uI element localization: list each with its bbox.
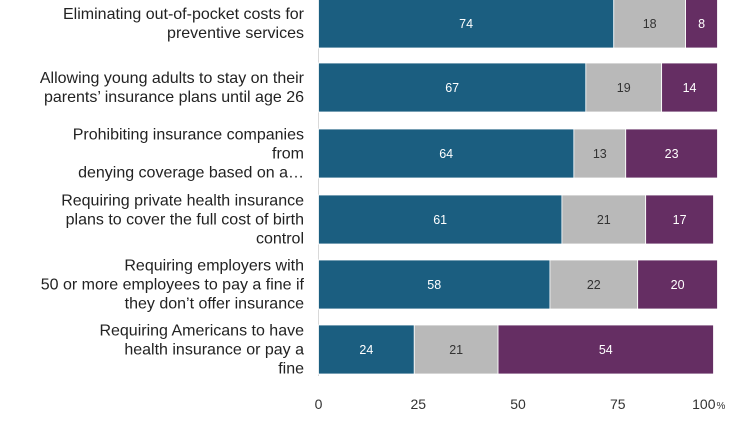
data-label: 24 xyxy=(359,343,373,357)
bar-segment xyxy=(625,128,718,179)
data-label: 13 xyxy=(593,147,607,161)
category-label-line: Eliminating out-of-pocket costs for xyxy=(63,6,305,23)
x-unit-label: % xyxy=(717,401,726,412)
bar-segment xyxy=(549,259,639,310)
category-label: Eliminating out-of-pocket costs for preve… xyxy=(63,6,305,42)
data-label: 22 xyxy=(587,278,601,292)
data-label: 23 xyxy=(665,147,679,161)
category-label-line: preventive services xyxy=(167,25,304,42)
category-label-line: fine xyxy=(278,361,304,378)
data-label: 74 xyxy=(459,17,473,31)
x-tick-label: 75 xyxy=(610,396,626,412)
bar-segment xyxy=(645,194,714,245)
category-label-line: Requiring Americans to have xyxy=(99,323,304,340)
category-label-line: denying coverage based on a… xyxy=(78,165,304,182)
data-label: 61 xyxy=(433,213,447,227)
category-label: Allowing young adults to stay on their pa… xyxy=(40,70,305,106)
data-label: 14 xyxy=(683,81,697,95)
category-label-line: Requiring employers with xyxy=(124,258,304,275)
category-label-line: Allowing young adults to stay on their xyxy=(40,70,305,87)
data-label: 19 xyxy=(617,81,631,95)
category-label-line: parents’ insurance plans until age 26 xyxy=(44,89,304,106)
category-label-line: plans to cover the full cost of birth xyxy=(66,212,304,229)
data-label: 17 xyxy=(673,213,687,227)
category-label-line: they don’t offer insurance xyxy=(125,296,304,313)
bar-segment xyxy=(685,0,718,49)
bar-segment xyxy=(637,259,718,310)
data-label: 58 xyxy=(427,278,441,292)
data-label: 21 xyxy=(449,343,463,357)
data-label: 67 xyxy=(445,81,459,95)
bar-segment xyxy=(318,194,563,245)
x-tick-label: 100 xyxy=(692,396,716,412)
category-label: Requiring employers with 50 or more emplo… xyxy=(41,258,305,313)
category-label-line: 50 or more employees to pay a fine if xyxy=(41,277,305,294)
category-label-line: health insurance or pay a xyxy=(124,342,304,359)
bar-segment xyxy=(661,62,718,113)
category-label: Requiring Americans to have health insura… xyxy=(99,323,304,378)
category-label-line: Prohibiting insurance companies xyxy=(73,127,304,144)
data-label: 21 xyxy=(597,213,611,227)
bar-segment xyxy=(497,324,714,375)
bar-segment xyxy=(585,62,663,113)
data-label: 54 xyxy=(599,343,613,357)
bar-segment xyxy=(413,324,499,375)
data-label: 8 xyxy=(698,17,705,31)
bar-segment xyxy=(318,324,415,375)
category-label: Prohibiting insurance companies from denyi… xyxy=(73,127,304,182)
x-tick-label: 50 xyxy=(510,396,526,412)
x-tick-label: 0 xyxy=(315,396,323,412)
x-tick-label: 25 xyxy=(410,396,426,412)
bar-segment xyxy=(613,0,686,49)
data-label: 64 xyxy=(439,147,453,161)
bar-segment xyxy=(318,259,551,310)
category-label-line: control xyxy=(256,231,304,248)
bar-segment xyxy=(318,62,587,113)
bar-segment xyxy=(573,128,627,179)
category-label-line: from xyxy=(272,146,304,163)
data-label: 18 xyxy=(643,17,657,31)
category-label: Requiring private health insurance plans … xyxy=(61,193,304,248)
bar-segment xyxy=(318,128,575,179)
data-label: 20 xyxy=(671,278,685,292)
category-label-line: Requiring private health insurance xyxy=(61,193,304,210)
